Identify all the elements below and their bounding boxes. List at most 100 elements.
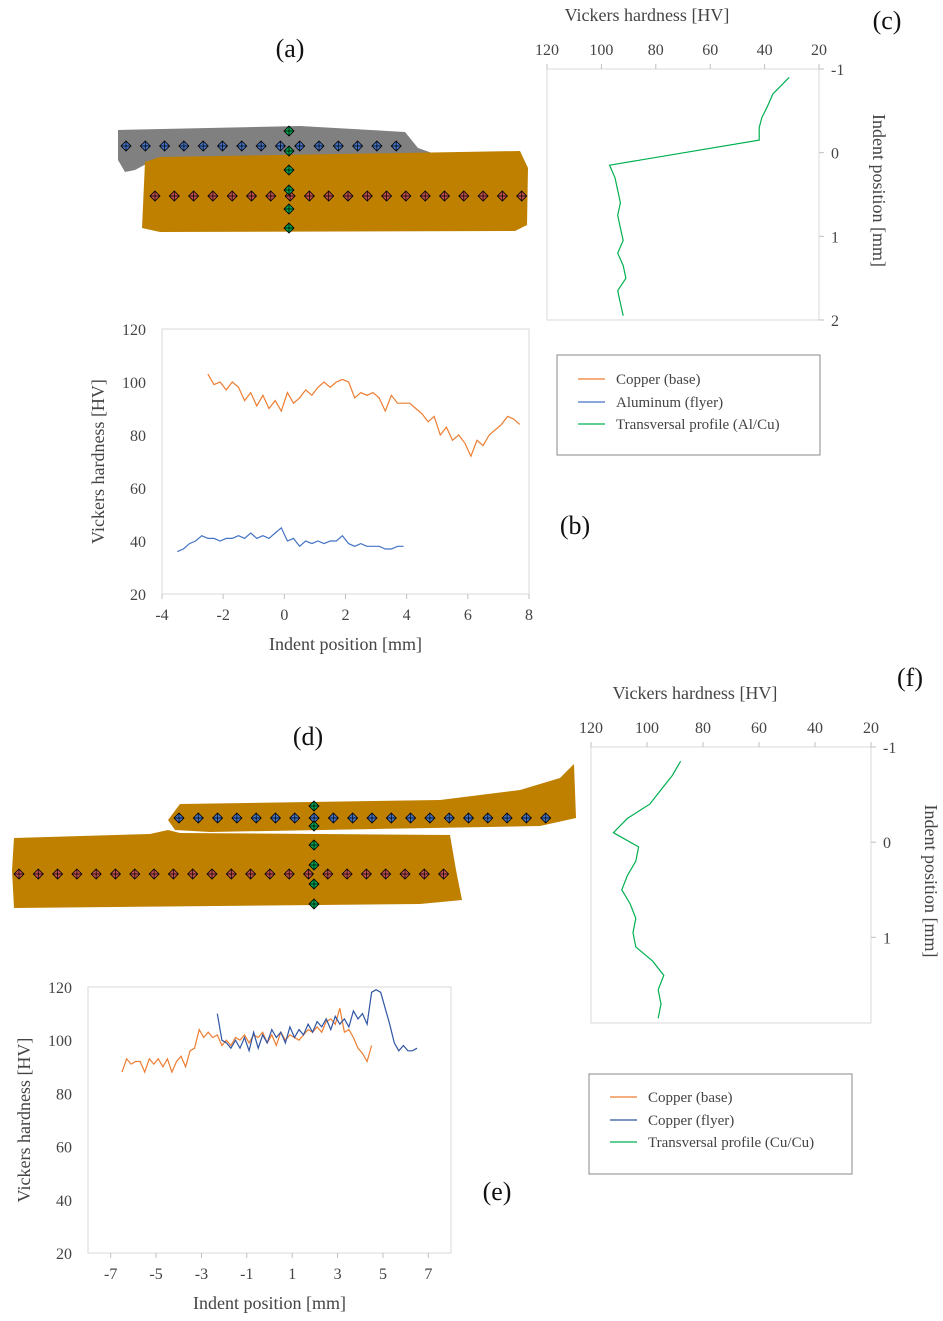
indent-marker-copper-base xyxy=(52,868,64,880)
indent-marker-aluminum xyxy=(294,140,306,152)
y-tick-label: 120 xyxy=(122,322,146,339)
chart-e: -7 -5 -3 -1 1 3 5 7 20 40 60 80 100 120 Indent positio… xyxy=(14,980,452,1313)
indent-marker-transversal xyxy=(308,898,320,910)
x-tick-label: 7 xyxy=(424,1266,432,1283)
x-axis-title: Vickers hardness [HV] xyxy=(613,683,778,703)
indent-marker-aluminum xyxy=(120,140,132,152)
x-tick-label: 60 xyxy=(702,42,718,59)
y-tick-label: -1 xyxy=(831,62,844,79)
x-tick-label: 4 xyxy=(403,607,411,624)
indent-marker-copper-base xyxy=(399,868,411,880)
indent-marker-copper-flyer xyxy=(192,812,204,824)
copper-base-plate-a xyxy=(142,151,528,232)
x-tick-label: 100 xyxy=(635,720,659,737)
series-line-0 xyxy=(207,373,521,458)
y-tick-label: 60 xyxy=(130,481,146,498)
chart-f: 120 100 80 60 40 20-1 0 1 Vickers hardness [HV] I… xyxy=(579,683,941,1024)
indent-marker-transversal xyxy=(308,878,320,890)
x-tick-label: 3 xyxy=(334,1266,342,1283)
panel-label-e: (e) xyxy=(483,1177,512,1206)
indent-marker-copper-flyer xyxy=(366,812,378,824)
indent-marker-copper-base xyxy=(322,868,334,880)
copper-base-plate-d xyxy=(12,830,462,908)
x-tick-label: 2 xyxy=(342,607,350,624)
indent-marker-aluminum xyxy=(352,140,364,152)
plot-area xyxy=(87,986,452,1254)
indent-marker-copper-flyer xyxy=(250,812,262,824)
indent-marker-copper-base xyxy=(264,868,276,880)
chart-b: -4 -2 0 2 4 6 8 20 40 60 80 100 120 Indent position [… xyxy=(88,322,533,654)
indent-marker-copper-base xyxy=(149,190,161,202)
indent-marker-transversal xyxy=(308,839,320,851)
sample-schematics xyxy=(12,125,576,910)
y-axis-title: Indent position [mm] xyxy=(869,114,889,267)
indent-marker-copper-base xyxy=(168,190,180,202)
legend-bottom-label-2: Transversal profile (Cu/Cu) xyxy=(648,1135,814,1151)
indent-marker-aluminum xyxy=(371,140,383,152)
x-axis-title: Vickers hardness [HV] xyxy=(565,5,730,25)
legend-bottom-label-1: Copper (flyer) xyxy=(648,1113,734,1129)
y-tick-label: 80 xyxy=(130,428,146,445)
indent-marker-copper-base xyxy=(438,190,451,202)
x-tick-label: -7 xyxy=(104,1266,117,1283)
x-axis-title: Indent position [mm] xyxy=(193,1293,346,1313)
plot-area xyxy=(590,746,872,1024)
x-tick-label: 40 xyxy=(757,42,773,59)
legend-top-label-2: Transversal profile (Al/Cu) xyxy=(616,417,780,433)
indent-marker-aluminum xyxy=(313,140,325,152)
y-tick-label: 40 xyxy=(56,1193,72,1210)
indent-marker-copper-base xyxy=(265,190,277,202)
y-tick-label: 60 xyxy=(56,1140,72,1157)
indent-marker-copper-flyer xyxy=(443,812,455,824)
indent-marker-aluminum xyxy=(159,140,171,152)
indent-marker-copper-base xyxy=(225,868,237,880)
y-tick-label: 40 xyxy=(130,534,146,551)
x-tick-label: 1 xyxy=(288,1266,296,1283)
x-tick-label: -1 xyxy=(240,1266,253,1283)
x-tick-label: 80 xyxy=(648,42,664,59)
indent-marker-aluminum xyxy=(236,140,248,152)
indent-marker-copper-base xyxy=(129,868,141,880)
indent-marker-copper-base xyxy=(90,868,102,880)
indent-marker-copper-flyer xyxy=(212,812,224,824)
panel-label-f: (f) xyxy=(897,663,923,692)
panel-label-d: (d) xyxy=(293,722,323,751)
indent-marker-transversal xyxy=(283,184,295,196)
legend-top-box xyxy=(556,354,821,456)
indent-marker-aluminum xyxy=(139,140,151,152)
indent-marker-transversal xyxy=(283,125,295,137)
indent-marker-copper-base xyxy=(167,868,179,880)
y-tick-label: 0 xyxy=(883,835,891,852)
y-tick-label: 1 xyxy=(831,229,839,246)
series-line-1 xyxy=(216,989,418,1053)
x-tick-label: 120 xyxy=(535,42,559,59)
y-axis-title: Indent position [mm] xyxy=(921,805,941,958)
indent-marker-copper-flyer xyxy=(173,812,185,824)
indent-marker-transversal xyxy=(308,820,320,832)
panel-label-b: (b) xyxy=(560,511,590,540)
panel-label-a: (a) xyxy=(276,34,305,63)
indent-marker-aluminum xyxy=(390,140,402,152)
indent-marker-copper-base xyxy=(342,190,354,202)
indent-marker-copper-flyer xyxy=(540,812,552,824)
x-tick-label: 5 xyxy=(379,1266,387,1283)
indent-marker-copper-flyer xyxy=(501,812,513,824)
indent-marker-transversal xyxy=(283,145,295,157)
indent-marker-aluminum xyxy=(332,140,344,152)
indent-marker-transversal xyxy=(308,859,320,871)
y-tick-label: 100 xyxy=(122,375,146,392)
copper-flyer-plate xyxy=(168,764,576,832)
y-tick-label: 20 xyxy=(56,1246,72,1263)
y-tick-label: -1 xyxy=(883,740,896,757)
x-tick-label: 6 xyxy=(464,607,472,624)
y-tick-label: 2 xyxy=(831,313,839,330)
indent-marker-copper-base xyxy=(419,190,431,202)
indent-marker-copper-base xyxy=(109,868,122,880)
x-tick-label: 80 xyxy=(695,720,711,737)
indent-marker-copper-base xyxy=(302,868,315,880)
indent-marker-transversal xyxy=(283,222,295,234)
indent-marker-copper-flyer xyxy=(385,812,397,824)
x-tick-label: -5 xyxy=(149,1266,162,1283)
